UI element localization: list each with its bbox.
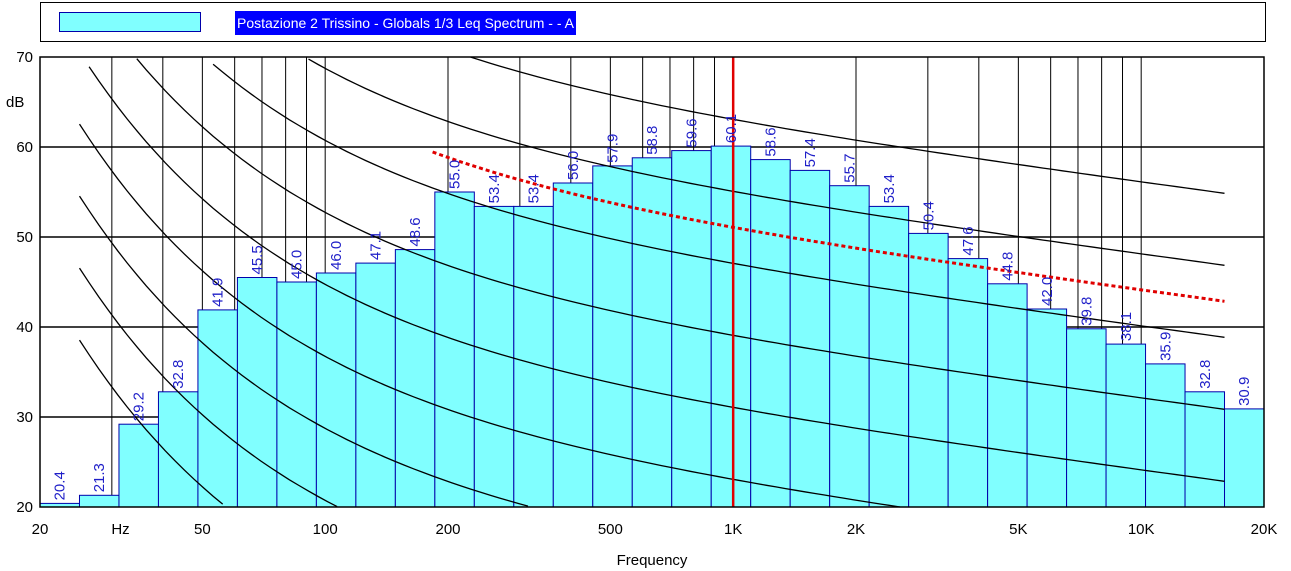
data-label: 41.9: [210, 278, 227, 307]
bar: [157, 391, 199, 508]
bar: [394, 249, 436, 508]
bar: [276, 281, 317, 508]
bar: [1026, 308, 1068, 508]
bar: [829, 185, 870, 508]
x-tick-label: 200: [435, 521, 460, 538]
bar: [434, 191, 475, 508]
limit-curve: [432, 150, 1225, 303]
bar: [1105, 343, 1147, 508]
bar: [1184, 391, 1226, 508]
bar: [710, 145, 752, 508]
loudness-curve: [136, 58, 1225, 410]
bar: [118, 423, 159, 508]
x-tick-label: Hz: [111, 521, 129, 538]
bar: [750, 159, 791, 508]
data-label: 29.2: [131, 392, 148, 421]
bar: [236, 277, 278, 508]
loudness-curve: [78, 195, 529, 507]
x-tick-label: 20K: [1251, 521, 1278, 538]
data-label: 42.0: [1039, 277, 1056, 306]
data-label: 39.8: [1078, 297, 1095, 326]
data-label: 47.1: [368, 231, 385, 260]
loudness-curve: [78, 267, 338, 508]
data-label: 45.0: [289, 250, 306, 279]
bar: [315, 272, 357, 508]
bar: [592, 165, 633, 508]
data-label: 53.4: [486, 174, 503, 203]
loudness-curve: [78, 123, 901, 508]
loudness-curve: [308, 58, 1225, 266]
legend-label: Postazione 2 Trissino - Globals 1/3 Leq …: [235, 11, 576, 35]
data-label: 47.6: [960, 226, 977, 255]
data-label: 32.8: [1197, 360, 1214, 389]
data-label: 35.9: [1157, 332, 1174, 361]
data-label: 45.5: [249, 245, 266, 274]
bar: [513, 205, 554, 508]
bar: [868, 205, 910, 508]
bar: [1066, 328, 1107, 508]
loudness-curves: [78, 56, 1225, 508]
bars: [39, 145, 1265, 508]
bar: [987, 283, 1028, 508]
bar: [947, 258, 989, 508]
data-label: 46.0: [328, 241, 345, 270]
data-label: 32.8: [170, 360, 187, 389]
x-tick-label: 50: [194, 521, 211, 538]
data-label: 48.6: [407, 217, 424, 246]
x-tick-label: 1K: [724, 521, 742, 538]
bar: [1224, 408, 1265, 508]
bar: [197, 309, 238, 508]
y-tick-label: 20: [16, 499, 33, 516]
data-label: 53.4: [881, 174, 898, 203]
data-label: 56.0: [565, 151, 582, 180]
data-label: 20.4: [52, 471, 69, 500]
loudness-curve: [88, 66, 1225, 482]
bar: [78, 494, 120, 508]
y-axis-title: dB: [6, 94, 24, 111]
data-label: 21.3: [91, 463, 108, 492]
plot-frame: [39, 56, 1265, 508]
axes: 20 30 40 50 60 70 20 Hz 50 100 200 500 1K 2K 5K 10K 20K: [16, 49, 1277, 538]
bar: [631, 157, 673, 508]
data-label: 53.4: [526, 174, 543, 203]
x-axis-title: Frequency: [617, 552, 688, 569]
legend-swatch: [59, 12, 201, 32]
data-label: 60.1: [723, 114, 740, 143]
y-tick-label: 50: [16, 229, 33, 246]
data-label: 58.8: [644, 126, 661, 155]
data-label: 30.9: [1236, 377, 1253, 406]
legend: Postazione 2 Trissino - Globals 1/3 Leq …: [40, 2, 1266, 42]
loudness-curve: [78, 339, 224, 505]
x-tick-label: 5K: [1009, 521, 1027, 538]
x-tick-label: 2K: [847, 521, 865, 538]
data-label: 38.1: [1118, 312, 1135, 341]
bar: [789, 169, 831, 508]
x-tick-label: 100: [313, 521, 338, 538]
data-label: 55.0: [447, 160, 464, 189]
y-tick-label: 60: [16, 139, 33, 156]
data-label: 44.8: [999, 252, 1016, 281]
x-tick-label: 500: [598, 521, 623, 538]
loudness-curve: [470, 56, 1225, 194]
bar: [908, 232, 949, 508]
bar: [671, 150, 712, 508]
x-tick-label: 20: [32, 521, 49, 538]
data-label: 55.7: [841, 153, 858, 182]
y-tick-label: 70: [16, 49, 33, 66]
data-label: 58.6: [762, 127, 779, 156]
data-label: 57.9: [605, 134, 622, 163]
bar: [355, 262, 396, 508]
bar: [1145, 363, 1186, 508]
y-tick-label: 40: [16, 319, 33, 336]
loudness-curve: [212, 63, 1225, 338]
data-label: 57.4: [802, 138, 819, 167]
data-label: 59.6: [683, 118, 700, 147]
y-tick-label: 30: [16, 409, 33, 426]
bar: [552, 182, 594, 508]
x-tick-label: 10K: [1128, 521, 1155, 538]
data-labels: 20.4 21.3 29.2 32.8 41.9 45.5 45.0 46.0 47.1 48.6…: [52, 114, 1254, 501]
data-label: 50.4: [920, 201, 937, 230]
